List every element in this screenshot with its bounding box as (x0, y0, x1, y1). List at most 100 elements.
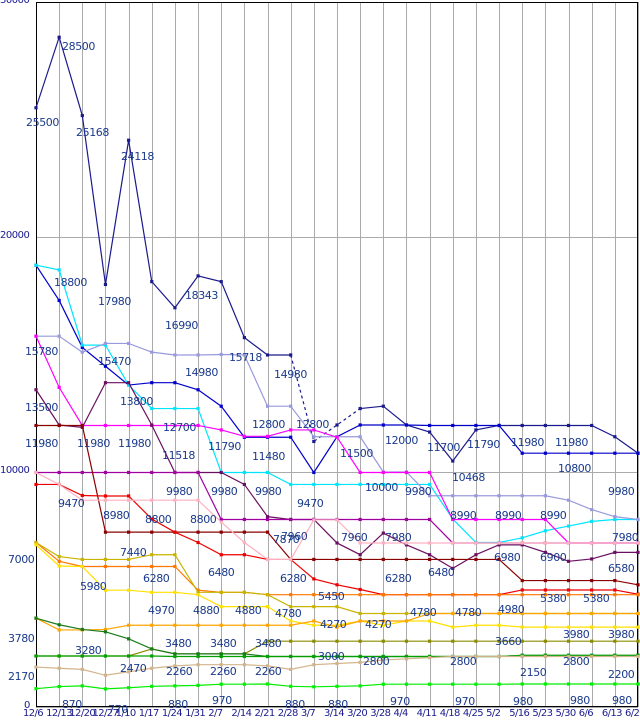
plot-border (36, 2, 638, 707)
series-marker (590, 611, 594, 616)
series-marker (242, 530, 246, 534)
series-marker (127, 423, 131, 428)
series-marker (451, 494, 455, 498)
series-marker (474, 553, 478, 557)
data-point-label: 3780 (8, 632, 35, 645)
data-point-label: 2200 (608, 668, 635, 681)
series-marker (543, 593, 547, 597)
data-point-label: 5450 (318, 590, 345, 603)
series-marker (265, 605, 270, 609)
series-marker (497, 423, 501, 428)
series-marker (219, 605, 223, 609)
series-marker (451, 459, 455, 463)
series-marker (428, 430, 432, 434)
series-marker (590, 508, 594, 512)
x-axis-tick-label: 5/23 (532, 708, 553, 719)
x-axis-tick-label: 2/14 (231, 708, 252, 719)
series-marker (543, 654, 547, 659)
data-point-label: 6280 (280, 572, 307, 585)
series-marker (590, 578, 594, 583)
series-marker (590, 593, 594, 597)
series-marker (520, 588, 524, 592)
series-marker (312, 557, 316, 562)
data-point-label: 8990 (495, 509, 522, 522)
series-marker (103, 630, 108, 634)
y-axis-tick-label: 0 (24, 700, 30, 711)
x-axis-tick-label: 2/7 (208, 708, 223, 719)
data-point-label: 9980 (166, 485, 193, 498)
series-marker (566, 682, 571, 686)
series-marker (196, 663, 200, 667)
series-marker (381, 482, 385, 487)
x-axis-tick-label: 1/24 (161, 708, 183, 719)
series-marker (520, 543, 524, 547)
data-point-label: 12000 (385, 434, 418, 447)
series-marker (34, 263, 38, 267)
x-axis-tick-label: 3/28 (370, 708, 391, 719)
series-marker (474, 593, 478, 597)
data-point-label: 10468 (452, 471, 485, 484)
series-marker (636, 625, 640, 629)
x-axis-tick-label: 12/6 (23, 708, 44, 719)
series-marker (381, 404, 385, 408)
series-marker (474, 654, 478, 659)
series-marker (566, 559, 571, 563)
series-marker (335, 684, 339, 688)
data-point-label: 5380 (540, 592, 567, 605)
series-marker (312, 663, 316, 667)
series-marker (57, 623, 61, 627)
series-marker (150, 406, 154, 411)
series-marker (34, 654, 38, 658)
series-marker (34, 334, 38, 338)
data-point-label: 7960 (281, 530, 308, 543)
series-marker (404, 557, 409, 562)
series-marker (566, 625, 571, 629)
data-point-label: 18800 (54, 276, 87, 289)
series-marker (636, 550, 640, 554)
series-marker (613, 625, 617, 629)
data-point-label: 9470 (297, 497, 324, 510)
series-marker (543, 541, 547, 545)
data-point-label: 17980 (98, 295, 131, 308)
series-marker (335, 605, 339, 609)
series-marker (312, 470, 316, 475)
series-marker (289, 605, 293, 609)
series-marker (358, 593, 362, 597)
series-marker (103, 627, 108, 632)
series-marker (428, 494, 432, 498)
series-marker (520, 541, 524, 545)
series-marker (358, 541, 362, 545)
series-marker (613, 682, 617, 686)
series-marker (242, 540, 246, 545)
series-marker (127, 494, 131, 498)
series-marker (312, 605, 316, 609)
series-marker (103, 381, 108, 385)
series-marker (428, 611, 432, 616)
data-point-label: 13800 (120, 395, 153, 408)
series-marker (196, 274, 200, 278)
data-point-label: 4270 (320, 618, 347, 631)
data-point-label: 11790 (467, 438, 500, 451)
data-point-label: 11980 (118, 437, 151, 450)
series-marker (497, 494, 501, 498)
series-marker (80, 493, 84, 498)
data-point-label: 6580 (608, 562, 635, 575)
series-marker (613, 435, 617, 439)
series-marker (566, 524, 571, 528)
series-marker (34, 106, 38, 110)
series-marker (590, 639, 594, 643)
series-marker (312, 518, 316, 522)
data-point-label: 11480 (252, 450, 285, 463)
series-marker (451, 517, 455, 522)
series-marker (242, 517, 246, 522)
series-marker (636, 593, 640, 597)
series-marker (474, 517, 478, 522)
series-marker (474, 682, 478, 686)
data-point-label: 2170 (8, 670, 35, 683)
data-point-label: 970 (212, 694, 232, 707)
data-point-label: 3280 (75, 644, 102, 657)
series-marker (451, 654, 455, 659)
series-marker (289, 593, 293, 597)
series-marker (173, 406, 177, 411)
series-marker (404, 639, 409, 643)
